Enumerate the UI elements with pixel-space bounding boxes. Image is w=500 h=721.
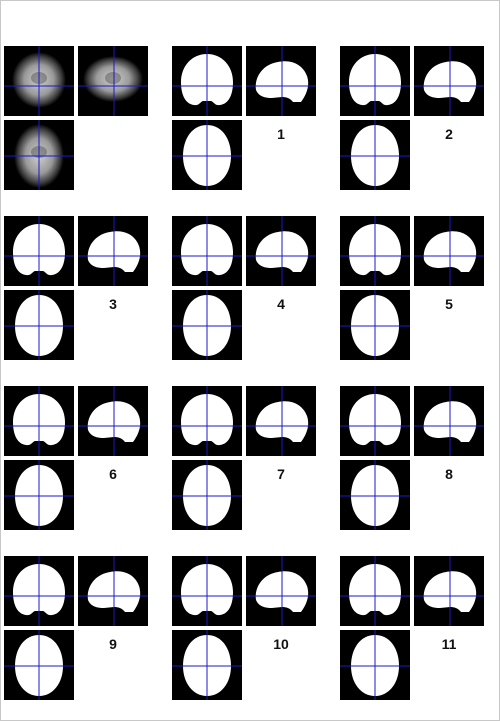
result-label-7: 7 xyxy=(277,466,285,482)
panel-3-axial[interactable] xyxy=(4,290,74,360)
panel-9-coronal[interactable] xyxy=(4,556,74,626)
panel-10-axial[interactable] xyxy=(172,630,242,700)
result-label-10: 10 xyxy=(273,636,289,652)
panel-9-sagittal[interactable] xyxy=(78,556,148,626)
panel-10-sagittal[interactable] xyxy=(246,556,316,626)
result-label-5: 5 xyxy=(445,296,453,312)
panel-5-coronal[interactable] xyxy=(340,216,410,286)
panel-6-axial[interactable] xyxy=(4,460,74,530)
panel-1-sagittal[interactable] xyxy=(246,46,316,116)
panel-3-coronal[interactable] xyxy=(4,216,74,286)
panel-7-axial[interactable] xyxy=(172,460,242,530)
result-label-9: 9 xyxy=(109,636,117,652)
panel-5-axial[interactable] xyxy=(340,290,410,360)
panel-9-axial[interactable] xyxy=(4,630,74,700)
panel-source-sagittal[interactable] xyxy=(78,46,148,116)
panel-1-axial[interactable] xyxy=(172,120,242,190)
result-label-4: 4 xyxy=(277,296,285,312)
result-label-8: 8 xyxy=(445,466,453,482)
result-label-6: 6 xyxy=(109,466,117,482)
panel-10-coronal[interactable] xyxy=(172,556,242,626)
result-label-3: 3 xyxy=(109,296,117,312)
panel-11-coronal[interactable] xyxy=(340,556,410,626)
panel-5-sagittal[interactable] xyxy=(414,216,484,286)
result-label-11: 11 xyxy=(441,636,457,652)
result-label-2: 2 xyxy=(445,126,453,142)
panel-11-sagittal[interactable] xyxy=(414,556,484,626)
panel-11-axial[interactable] xyxy=(340,630,410,700)
result-label-1: 1 xyxy=(277,126,285,142)
panel-4-axial[interactable] xyxy=(172,290,242,360)
panel-8-coronal[interactable] xyxy=(340,386,410,456)
panel-4-coronal[interactable] xyxy=(172,216,242,286)
panel-8-axial[interactable] xyxy=(340,460,410,530)
panel-7-coronal[interactable] xyxy=(172,386,242,456)
panel-1-coronal[interactable] xyxy=(172,46,242,116)
panel-2-axial[interactable] xyxy=(340,120,410,190)
panel-2-sagittal[interactable] xyxy=(414,46,484,116)
panel-7-sagittal[interactable] xyxy=(246,386,316,456)
panel-4-sagittal[interactable] xyxy=(246,216,316,286)
panel-2-coronal[interactable] xyxy=(340,46,410,116)
panel-6-coronal[interactable] xyxy=(4,386,74,456)
panel-source-coronal[interactable] xyxy=(4,46,74,116)
panel-source-axial[interactable] xyxy=(4,120,74,190)
panel-3-sagittal[interactable] xyxy=(78,216,148,286)
panel-6-sagittal[interactable] xyxy=(78,386,148,456)
panel-8-sagittal[interactable] xyxy=(414,386,484,456)
